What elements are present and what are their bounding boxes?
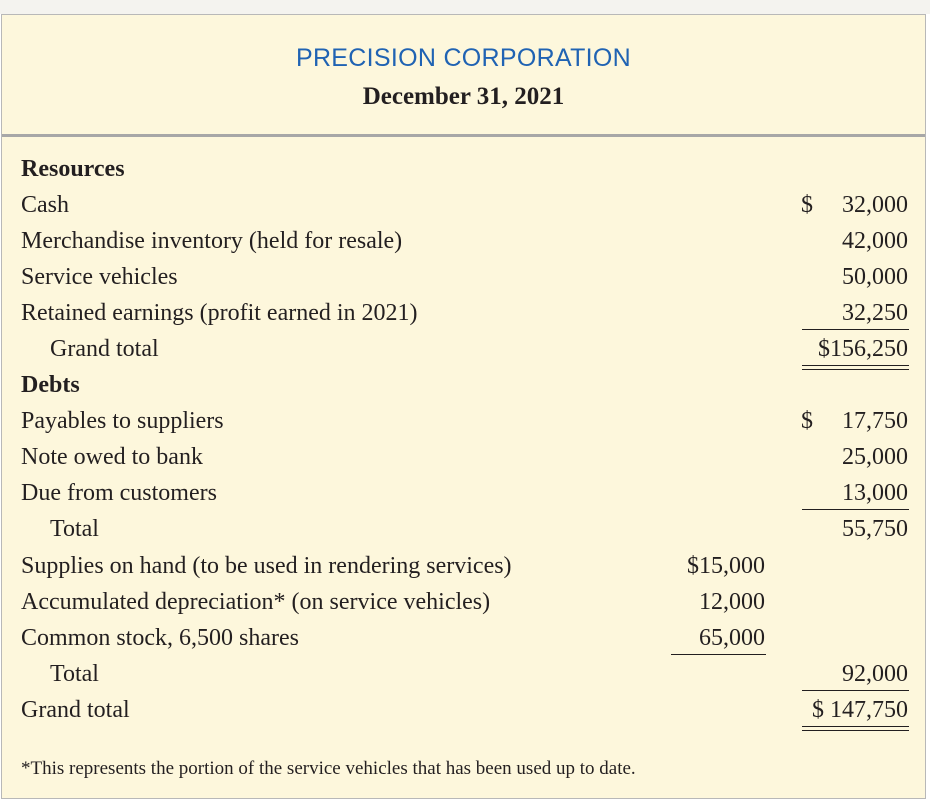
- total-row: Total 55,750: [2, 511, 925, 547]
- table-row: Payables to suppliers $ 17,750: [2, 403, 925, 439]
- total-label: Total: [50, 661, 99, 687]
- row-amount: 12,000: [699, 589, 765, 615]
- footnote: *This represents the portion of the serv…: [21, 758, 636, 779]
- total-amount: 55,750: [842, 516, 908, 542]
- grand-total-amount: $ 147,750: [812, 697, 908, 723]
- resources-heading-row: Resources: [2, 151, 925, 187]
- row-label: Accumulated depreciation* (on service ve…: [21, 589, 491, 615]
- table-row: Retained earnings (profit earned in 2021…: [2, 295, 925, 331]
- grand-total-label: Grand total: [21, 697, 130, 723]
- table-row: Accumulated depreciation* (on service ve…: [2, 584, 925, 620]
- row-amount: 13,000: [842, 480, 908, 506]
- row-label: Service vehicles: [21, 264, 178, 290]
- row-amount: 42,000: [842, 228, 908, 254]
- row-amount: $15,000: [687, 553, 765, 579]
- total-amount: 92,000: [842, 661, 908, 687]
- double-underline: [802, 726, 909, 731]
- table-row: Cash $ 32,000: [2, 187, 925, 223]
- resources-heading: Resources: [21, 156, 125, 182]
- amount-value: 32,000: [842, 192, 908, 218]
- row-label: Supplies on hand (to be used in renderin…: [21, 553, 512, 579]
- financial-statement: PRECISION CORPORATION December 31, 2021 …: [1, 14, 926, 799]
- grand-total-row: Grand total $ 147,750: [2, 692, 925, 728]
- debts-heading-row: Debts: [2, 367, 925, 403]
- table-row: Supplies on hand (to be used in renderin…: [2, 548, 925, 584]
- subtotal-rule: [802, 690, 909, 691]
- row-label: Payables to suppliers: [21, 408, 224, 434]
- subtotal-rule: [671, 654, 766, 655]
- row-amount: 25,000: [842, 444, 908, 470]
- dollar-sign: $: [801, 192, 813, 218]
- statement-header: PRECISION CORPORATION December 31, 2021: [2, 15, 925, 137]
- row-amount: 32,250: [842, 300, 908, 326]
- dollar-sign: $: [801, 408, 813, 434]
- table-row: Merchandise inventory (held for resale) …: [2, 223, 925, 259]
- total-label: Total: [50, 516, 99, 542]
- grand-total-amount: $156,250: [818, 336, 908, 362]
- top-strip: [0, 0, 930, 14]
- table-row: Service vehicles 50,000: [2, 259, 925, 295]
- table-row: Note owed to bank 25,000: [2, 439, 925, 475]
- grand-total-row: Grand total $156,250: [2, 331, 925, 367]
- statement-date: December 31, 2021: [362, 83, 565, 110]
- row-amount: $ 17,750: [801, 403, 908, 439]
- row-label: Due from customers: [21, 480, 217, 506]
- row-amount: $ 32,000: [801, 187, 908, 223]
- debts-heading: Debts: [21, 372, 80, 398]
- company-name: PRECISION CORPORATION: [295, 44, 632, 72]
- subtotal-rule: [802, 329, 909, 330]
- subtotal-rule: [802, 509, 909, 510]
- row-amount: 50,000: [842, 264, 908, 290]
- row-label: Retained earnings (profit earned in 2021…: [21, 300, 418, 326]
- row-label: Merchandise inventory (held for resale): [21, 228, 403, 254]
- row-label: Common stock, 6,500 shares: [21, 625, 299, 651]
- double-underline: [802, 365, 909, 370]
- row-label: Note owed to bank: [21, 444, 203, 470]
- grand-total-label: Grand total: [50, 336, 159, 362]
- row-amount: 65,000: [699, 625, 765, 651]
- table-row: Common stock, 6,500 shares 65,000: [2, 620, 925, 656]
- table-row: Due from customers 13,000: [2, 475, 925, 511]
- row-label: Cash: [21, 192, 69, 218]
- amount-value: 17,750: [842, 408, 908, 434]
- total-row: Total 92,000: [2, 656, 925, 692]
